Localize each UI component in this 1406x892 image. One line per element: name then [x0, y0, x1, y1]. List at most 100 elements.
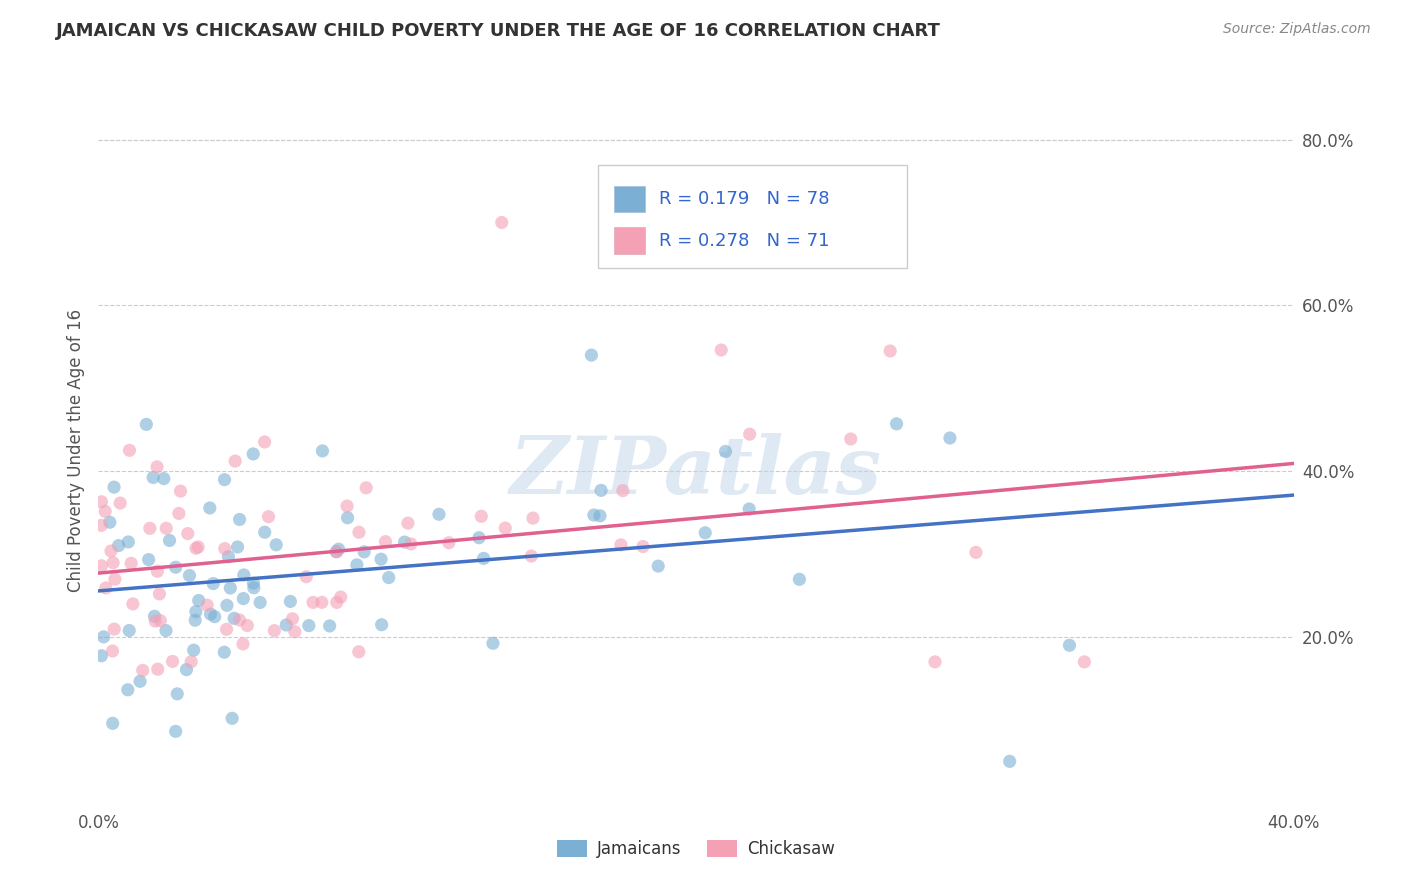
- Text: R = 0.179   N = 78: R = 0.179 N = 78: [659, 190, 830, 208]
- Point: [138, 552, 160, 566]
- Point: [236, 618, 259, 632]
- Point: [924, 655, 946, 669]
- Point: [98, 515, 121, 529]
- Point: [482, 636, 505, 650]
- Point: [169, 484, 191, 499]
- Point: [143, 609, 166, 624]
- Point: [165, 724, 187, 739]
- Legend: Jamaicans, Chickasaw: Jamaicans, Chickasaw: [551, 833, 841, 865]
- Point: [347, 645, 370, 659]
- Point: [879, 343, 901, 358]
- Point: [152, 472, 174, 486]
- Point: [325, 544, 347, 558]
- Point: [129, 674, 152, 689]
- Point: [135, 417, 157, 432]
- Point: [143, 614, 166, 628]
- Point: [939, 431, 962, 445]
- Point: [149, 614, 172, 628]
- Point: [336, 499, 359, 513]
- Point: [187, 540, 209, 554]
- Point: [276, 618, 298, 632]
- Point: [394, 535, 416, 549]
- Point: [224, 454, 246, 468]
- Point: [329, 590, 352, 604]
- Point: [179, 568, 201, 582]
- Point: [228, 613, 250, 627]
- Point: [232, 568, 254, 582]
- Point: [228, 512, 250, 526]
- Point: [146, 459, 169, 474]
- Point: [120, 556, 142, 570]
- Point: [232, 637, 254, 651]
- Point: [165, 560, 187, 574]
- Point: [159, 533, 181, 548]
- Point: [162, 654, 184, 668]
- Point: [494, 521, 516, 535]
- Point: [326, 595, 349, 609]
- Point: [738, 427, 761, 442]
- Point: [155, 624, 177, 638]
- Point: [302, 595, 325, 609]
- Point: [374, 534, 396, 549]
- Point: [311, 595, 333, 609]
- Point: [94, 504, 117, 518]
- Point: [100, 544, 122, 558]
- Point: [101, 644, 124, 658]
- Point: [117, 535, 139, 549]
- Point: [121, 597, 143, 611]
- Point: [318, 619, 340, 633]
- Point: [146, 662, 169, 676]
- Point: [167, 507, 190, 521]
- Point: [183, 643, 205, 657]
- Point: [221, 711, 243, 725]
- Point: [118, 443, 141, 458]
- Point: [589, 508, 612, 523]
- Point: [101, 556, 124, 570]
- Point: [370, 552, 392, 566]
- Text: JAMAICAN VS CHICKASAW CHILD POVERTY UNDER THE AGE OF 16 CORRELATION CHART: JAMAICAN VS CHICKASAW CHILD POVERTY UNDE…: [56, 22, 941, 40]
- Point: [214, 645, 236, 659]
- Point: [1059, 638, 1081, 652]
- Point: [226, 540, 249, 554]
- Point: [581, 348, 603, 362]
- Point: [427, 508, 450, 522]
- Point: [90, 558, 112, 573]
- Point: [204, 609, 226, 624]
- Point: [93, 630, 115, 644]
- Point: [166, 687, 188, 701]
- Point: [591, 483, 613, 498]
- Point: [280, 594, 302, 608]
- Point: [789, 572, 811, 586]
- Point: [198, 500, 221, 515]
- Point: [90, 495, 112, 509]
- Point: [142, 470, 165, 484]
- Point: [184, 613, 207, 627]
- Point: [202, 576, 225, 591]
- Point: [886, 417, 908, 431]
- Point: [612, 483, 634, 498]
- Point: [217, 549, 239, 564]
- Point: [353, 545, 375, 559]
- Point: [839, 432, 862, 446]
- Point: [118, 624, 141, 638]
- Point: [610, 538, 633, 552]
- Point: [377, 570, 399, 584]
- Point: [472, 551, 495, 566]
- Point: [370, 617, 392, 632]
- Point: [155, 521, 177, 535]
- Point: [103, 622, 125, 636]
- Point: [582, 508, 605, 522]
- Point: [139, 521, 162, 535]
- Point: [195, 598, 218, 612]
- Point: [104, 572, 127, 586]
- Point: [103, 480, 125, 494]
- Point: [631, 540, 654, 554]
- Point: [176, 663, 198, 677]
- Point: [214, 473, 236, 487]
- Point: [214, 541, 236, 556]
- Point: [257, 509, 280, 524]
- Point: [253, 434, 276, 449]
- Point: [354, 481, 377, 495]
- Point: [647, 559, 669, 574]
- Point: [200, 607, 222, 621]
